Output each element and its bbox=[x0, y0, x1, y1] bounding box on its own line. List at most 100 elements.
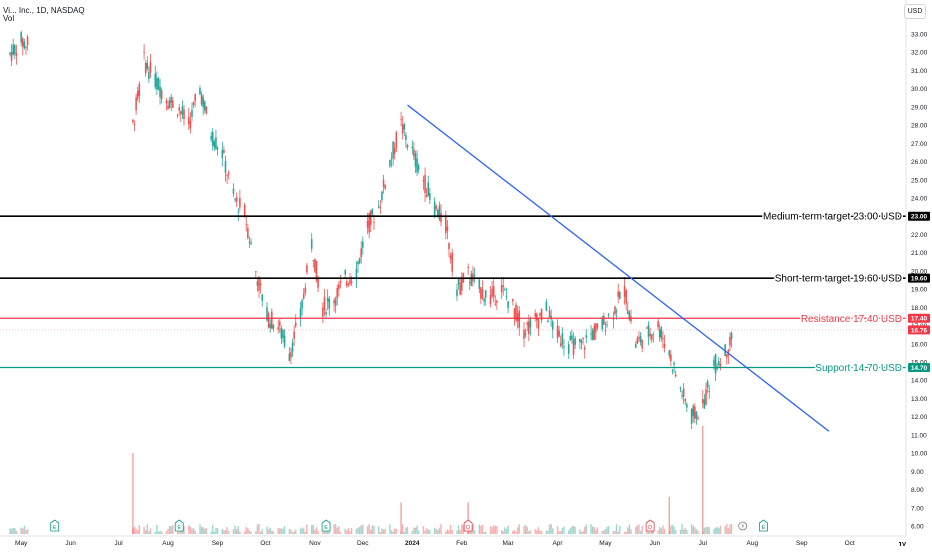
candle-body bbox=[15, 53, 18, 56]
volume-bar bbox=[491, 527, 493, 534]
y-tick-label: 26.00 bbox=[911, 159, 928, 166]
volume-bar bbox=[615, 524, 618, 534]
candle-body bbox=[545, 301, 548, 311]
candle-body bbox=[403, 124, 406, 130]
candle-body bbox=[235, 197, 238, 202]
volume-bar bbox=[215, 527, 217, 534]
volume-bar bbox=[258, 524, 260, 534]
volume-bar bbox=[283, 526, 286, 534]
volume-bar bbox=[156, 525, 158, 534]
volume-bar bbox=[25, 530, 27, 534]
volume-bar bbox=[507, 525, 509, 534]
candle-body bbox=[489, 294, 492, 305]
candle-body bbox=[382, 179, 385, 187]
volume-bar bbox=[172, 524, 174, 534]
level-label: Short-term target 19.60 USD bbox=[775, 274, 902, 285]
volume-bar bbox=[684, 527, 686, 534]
candle-body bbox=[355, 268, 358, 280]
volume-bar bbox=[339, 531, 342, 534]
event-marker-letter: D bbox=[648, 525, 652, 531]
candle-body bbox=[26, 36, 29, 45]
candle-body bbox=[706, 381, 709, 388]
x-tick-label: Sep bbox=[796, 540, 808, 547]
candle-body bbox=[310, 239, 313, 249]
volume-bar bbox=[256, 524, 259, 534]
candle-body bbox=[210, 136, 212, 140]
candle-body bbox=[548, 310, 551, 318]
candle-body bbox=[373, 222, 375, 224]
candle-body bbox=[617, 291, 620, 297]
volume-bar bbox=[719, 525, 722, 534]
candle-body bbox=[660, 327, 663, 339]
volume-bar bbox=[272, 531, 275, 534]
candle-body bbox=[727, 349, 730, 356]
candle-body bbox=[697, 418, 699, 420]
candle-body bbox=[561, 333, 564, 345]
volume-bar bbox=[558, 531, 560, 534]
volume-bar bbox=[714, 527, 717, 534]
volume-bar bbox=[483, 531, 485, 534]
candle-body bbox=[144, 62, 147, 74]
candle-body bbox=[507, 301, 509, 308]
volume-bar bbox=[210, 531, 212, 534]
time-axis: May Jun Jul Aug Sep Oct Nov Dec 2024 Feb Mar Apr May… bbox=[0, 535, 906, 547]
volume-bar bbox=[194, 530, 196, 534]
volume-bar bbox=[288, 528, 291, 534]
volume-bar bbox=[472, 524, 474, 534]
volume-bar bbox=[205, 528, 208, 534]
volume-bar bbox=[496, 525, 498, 534]
candle-body bbox=[349, 279, 351, 285]
volume-bar bbox=[473, 530, 476, 534]
candle-body bbox=[572, 339, 575, 356]
candle-body bbox=[269, 323, 272, 328]
candle-body bbox=[416, 158, 418, 173]
candle-body bbox=[135, 97, 137, 111]
volume-bar bbox=[596, 527, 599, 534]
last-price-tag bbox=[908, 325, 930, 335]
candle-body bbox=[457, 278, 460, 285]
candle-body bbox=[483, 298, 485, 302]
volume-bar bbox=[429, 529, 431, 534]
candle-body bbox=[336, 287, 339, 299]
candle-body bbox=[449, 255, 452, 259]
volume-label: Vol bbox=[3, 14, 15, 23]
candle-body bbox=[571, 335, 573, 340]
candle-body bbox=[695, 411, 698, 419]
volume-bar bbox=[568, 530, 570, 534]
x-tick-label: Mar bbox=[502, 540, 514, 547]
volume-bar bbox=[389, 524, 391, 534]
volume-bar bbox=[550, 524, 552, 534]
volume-bar bbox=[137, 530, 139, 534]
volume-bar bbox=[638, 524, 640, 534]
volume-bar bbox=[659, 527, 661, 534]
volume-layer bbox=[9, 425, 733, 534]
x-tick-label: Dec bbox=[357, 540, 369, 547]
volume-bar bbox=[405, 527, 407, 534]
volume-bar bbox=[381, 528, 383, 534]
x-tick-label: Oct bbox=[260, 540, 270, 547]
candle-body bbox=[256, 281, 259, 286]
volume-bar bbox=[200, 526, 203, 534]
candle-body bbox=[467, 267, 469, 269]
volume-bar bbox=[213, 531, 216, 534]
candle-body bbox=[146, 62, 149, 69]
candle-body bbox=[674, 374, 677, 377]
volume-bar bbox=[191, 528, 193, 534]
candle-body bbox=[205, 106, 208, 114]
volume-bar bbox=[413, 527, 415, 534]
price-axis: 6.00 7.00 8.00 9.00 10.00 11.00 12.00 13.00 14.0… bbox=[905, 0, 930, 536]
volume-bar bbox=[524, 524, 527, 534]
currency-button[interactable]: USD bbox=[904, 4, 926, 19]
volume-bar bbox=[445, 531, 447, 534]
candle-body bbox=[283, 335, 286, 347]
y-tick-label: 18.00 bbox=[911, 305, 928, 312]
candle-body bbox=[579, 339, 581, 342]
candle-body bbox=[502, 285, 505, 287]
volume-bar bbox=[545, 530, 548, 534]
candle-body bbox=[414, 153, 417, 167]
candle-body bbox=[424, 175, 426, 194]
candle-body bbox=[168, 100, 171, 109]
candle-body bbox=[25, 46, 27, 48]
